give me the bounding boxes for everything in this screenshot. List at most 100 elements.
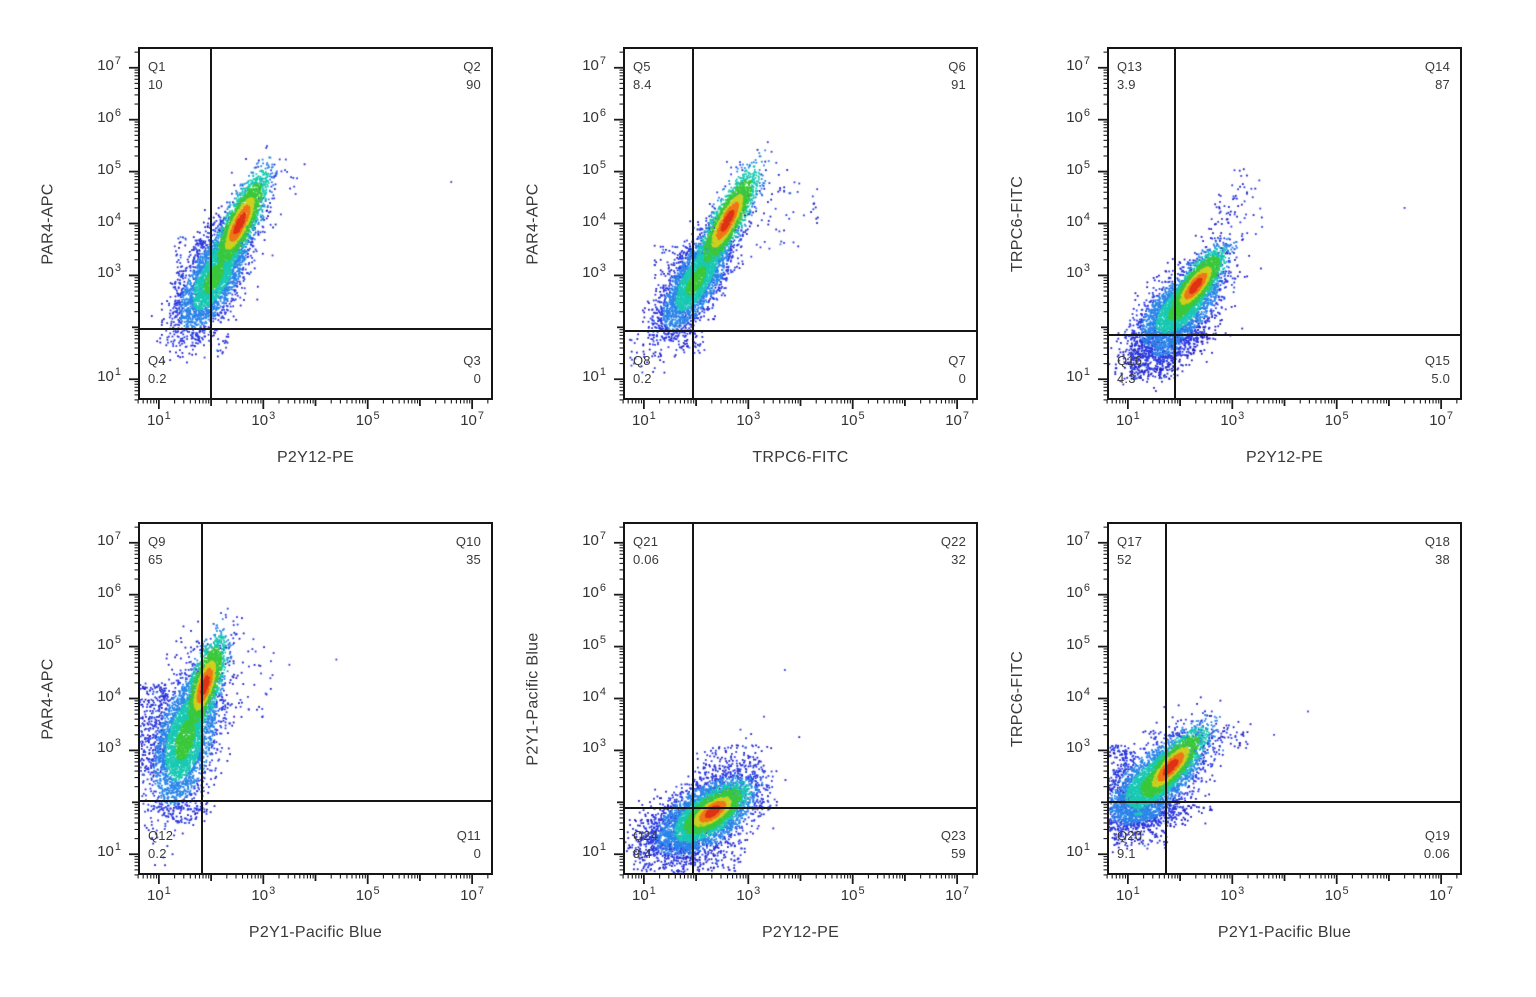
quadrant-gate-horizontal[interactable] [1107, 334, 1462, 337]
y-tick-label: 103 [97, 737, 121, 757]
y-axis-title: PAR4-APC [525, 182, 542, 265]
quadrant-stat-bottom-left: Q20 9.1 [1117, 828, 1143, 861]
y-tick-label: 105 [582, 633, 606, 653]
quadrant-stat-bottom-right: Q3 0 [463, 353, 481, 386]
flow-plot-par4apc-vs-p2y1pacificblue: PAR4-APC Q9 65 Q10 35 Q12 0.2 Q11 0 P2Y1-Pac… [40, 522, 493, 941]
x-tick-label: 101 [631, 885, 656, 904]
quadrant-stat-bottom-right: Q7 0 [948, 353, 966, 386]
quadrant-stat-top-right: Q6 91 [948, 59, 966, 92]
x-axis-title: P2Y1-Pacific Blue [1217, 924, 1352, 941]
quadrant-stat-top-right: Q18 38 [1424, 534, 1450, 567]
y-tick-label: 103 [1066, 737, 1090, 757]
quadrant-stat-top-left: Q13 3.9 [1117, 59, 1143, 92]
y-axis-ticks [614, 526, 623, 876]
quadrant-gate-horizontal[interactable] [138, 800, 493, 803]
quadrant-gate-horizontal[interactable] [138, 327, 493, 330]
plot-area: Q17 52 Q18 38 Q20 9.1 Q19 0.06 [1107, 522, 1462, 875]
quadrant-stat-top-right: Q2 90 [463, 59, 481, 92]
quadrant-gate-vertical[interactable] [1164, 522, 1167, 875]
x-axis-title: P2Y12-PE [1245, 449, 1324, 466]
x-tick-label: 107 [460, 885, 485, 904]
flow-plot-p2y1pacificblue-vs-p2y12pe: P2Y1-Pacific Blue Q21 0.06 Q22 32 Q24 9.4 Q… [525, 522, 978, 941]
x-tick-label: 101 [146, 410, 171, 429]
x-tick-label: 107 [1429, 410, 1454, 429]
y-tick-label: 104 [97, 210, 121, 230]
quadrant-gate-vertical[interactable] [692, 522, 695, 875]
quadrant-stat-top-right: Q10 35 [455, 534, 481, 567]
y-tick-labels: 101 103 104 105 106 107 [557, 522, 609, 875]
plot-area: Q5 8.4 Q6 91 Q8 0.2 Q7 0 [623, 47, 978, 400]
x-tick-label: 103 [1220, 410, 1245, 429]
x-tick-label: 105 [840, 410, 865, 429]
y-tick-labels: 101 103 104 105 106 107 [72, 47, 124, 400]
y-tick-label: 105 [1066, 158, 1090, 178]
density-scatter-canvas [623, 47, 978, 400]
y-tick-label: 101 [1066, 841, 1090, 861]
x-tick-label: 107 [945, 885, 970, 904]
quadrant-stat-bottom-right: Q19 0.06 [1423, 828, 1450, 861]
quadrant-gate-vertical[interactable] [200, 522, 203, 875]
quadrant-gate-horizontal[interactable] [1107, 801, 1462, 804]
quadrant-stat-top-left: Q17 52 [1117, 534, 1143, 567]
y-tick-label: 107 [1066, 54, 1090, 74]
y-axis-title: P2Y1-Pacific Blue [525, 631, 543, 766]
x-tick-label: 103 [736, 410, 761, 429]
x-tick-labels: 101 103 105 107 [1107, 883, 1462, 909]
quadrant-gate-horizontal[interactable] [623, 330, 978, 333]
y-tick-labels: 101 103 104 105 106 107 [1041, 522, 1093, 875]
x-tick-label: 101 [631, 410, 656, 429]
y-tick-label: 101 [582, 841, 606, 861]
y-axis-title: TRPC6-FITC [1009, 175, 1027, 272]
x-axis-title: P2Y1-Pacific Blue [248, 924, 383, 941]
y-tick-label: 101 [97, 841, 121, 861]
x-tick-label: 103 [736, 885, 761, 904]
quadrant-stat-top-left: Q21 0.06 [633, 534, 660, 567]
quadrant-stat-bottom-right: Q11 0 [456, 828, 481, 861]
density-scatter-canvas [1107, 47, 1462, 400]
flow-plot-trpc6fitc-vs-p2y12pe: TRPC6-FITC Q13 3.9 Q14 87 Q16 4.3 Q15 5.0 P2… [1009, 47, 1462, 466]
quadrant-stat-top-left: Q9 65 [148, 534, 166, 567]
y-axis-title: TRPC6-FITC [1009, 650, 1027, 747]
quadrant-gate-vertical[interactable] [1173, 47, 1176, 400]
y-tick-label: 106 [97, 106, 121, 126]
x-axis-title: TRPC6-FITC [752, 449, 849, 466]
density-scatter-canvas [623, 522, 978, 875]
x-tick-label: 105 [1324, 885, 1349, 904]
y-tick-label: 107 [97, 529, 121, 549]
plot-area: Q1 10 Q2 90 Q4 0.2 Q3 0 [138, 47, 493, 400]
x-tick-label: 105 [355, 885, 380, 904]
quadrant-stat-bottom-right: Q23 59 [940, 828, 966, 861]
y-tick-label: 106 [97, 581, 121, 601]
quadrant-gate-horizontal[interactable] [623, 806, 978, 809]
y-tick-label: 107 [582, 529, 606, 549]
x-tick-label: 107 [1429, 885, 1454, 904]
density-scatter-canvas [138, 47, 493, 400]
x-tick-label: 105 [840, 885, 865, 904]
y-tick-label: 106 [1066, 581, 1090, 601]
y-tick-label: 107 [1066, 529, 1090, 549]
x-axis-ticks [1106, 400, 1458, 409]
y-tick-label: 104 [1066, 210, 1090, 230]
x-tick-label: 101 [1115, 410, 1140, 429]
y-tick-label: 105 [582, 158, 606, 178]
density-scatter-canvas [1107, 522, 1462, 875]
y-tick-label: 104 [1066, 685, 1090, 705]
y-tick-label: 101 [97, 366, 121, 386]
x-tick-label: 103 [1220, 885, 1245, 904]
x-tick-label: 105 [1324, 410, 1349, 429]
x-tick-label: 107 [945, 410, 970, 429]
y-tick-label: 103 [582, 262, 606, 282]
y-tick-label: 104 [582, 685, 606, 705]
x-tick-labels: 101 103 105 107 [138, 883, 493, 909]
x-tick-label: 105 [355, 410, 380, 429]
quadrant-gate-vertical[interactable] [692, 47, 695, 400]
y-tick-label: 103 [1066, 262, 1090, 282]
y-tick-label: 101 [582, 366, 606, 386]
x-tick-labels: 101 103 105 107 [623, 408, 978, 434]
quadrant-gate-vertical[interactable] [210, 47, 213, 400]
y-tick-label: 107 [582, 54, 606, 74]
y-tick-label: 103 [582, 737, 606, 757]
x-axis-title: P2Y12-PE [761, 924, 840, 941]
y-axis-title: PAR4-APC [40, 182, 57, 265]
y-tick-label: 105 [97, 633, 121, 653]
